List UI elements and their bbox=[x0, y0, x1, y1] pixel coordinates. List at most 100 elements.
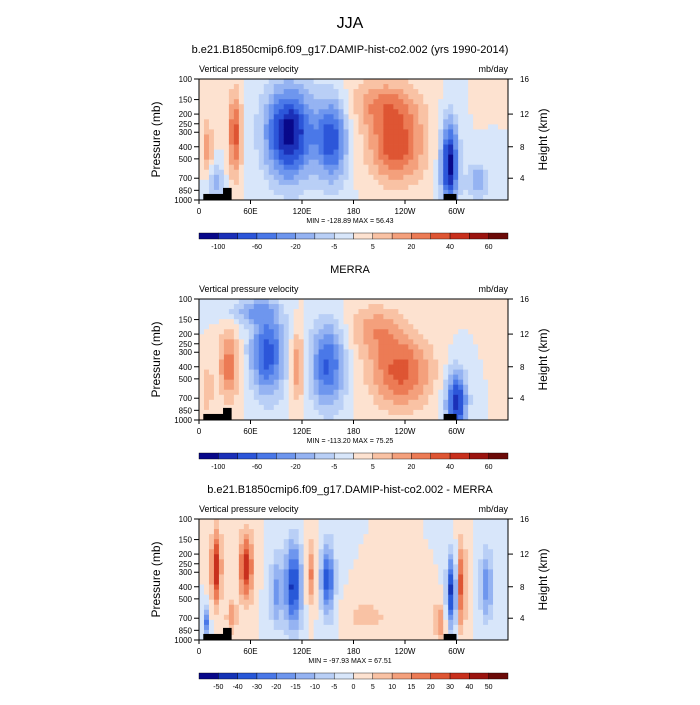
field-cell bbox=[403, 404, 409, 411]
field-cell bbox=[223, 89, 230, 95]
field-cell bbox=[298, 304, 305, 310]
field-cell bbox=[199, 189, 205, 196]
field-cell bbox=[393, 314, 399, 320]
field-cell bbox=[213, 529, 220, 535]
field-cell bbox=[408, 84, 414, 90]
field-cell bbox=[228, 324, 235, 330]
field-cell bbox=[393, 604, 399, 611]
field-cell bbox=[333, 364, 339, 370]
field-cell bbox=[308, 194, 315, 201]
field-cell bbox=[273, 79, 280, 85]
field-cell bbox=[418, 184, 424, 191]
field-cell bbox=[423, 94, 429, 100]
field-cell bbox=[448, 169, 454, 176]
field-cell bbox=[268, 194, 275, 201]
field-cell bbox=[408, 149, 414, 156]
field-cell bbox=[258, 109, 265, 115]
field-cell bbox=[228, 164, 235, 171]
field-cell bbox=[378, 519, 384, 525]
field-cell bbox=[448, 314, 454, 320]
field-cell bbox=[333, 554, 339, 560]
field-cell bbox=[368, 164, 374, 171]
field-cell bbox=[328, 539, 334, 545]
field-cell bbox=[438, 524, 444, 530]
field-cell bbox=[448, 94, 454, 100]
field-cell bbox=[488, 189, 494, 196]
field-cell bbox=[353, 114, 359, 120]
field-cell bbox=[278, 624, 285, 631]
field-cell bbox=[353, 159, 359, 166]
field-cell bbox=[478, 109, 484, 115]
field-cell bbox=[418, 84, 424, 90]
field-cell bbox=[293, 89, 300, 95]
field-cell bbox=[238, 139, 245, 145]
field-cell bbox=[473, 344, 479, 350]
field-cell bbox=[413, 569, 419, 575]
field-cell bbox=[343, 569, 349, 575]
field-cell bbox=[378, 129, 384, 135]
field-cell bbox=[498, 574, 504, 580]
field-cell bbox=[363, 104, 369, 110]
field-cell bbox=[263, 369, 270, 376]
field-cell bbox=[228, 134, 235, 140]
field-cell bbox=[493, 579, 499, 585]
field-cell bbox=[313, 384, 320, 391]
field-cell bbox=[318, 169, 324, 176]
field-cell bbox=[473, 94, 479, 100]
field-cell bbox=[423, 324, 429, 330]
field-cell bbox=[378, 579, 384, 585]
field-cell bbox=[433, 179, 439, 186]
field-cell bbox=[468, 144, 474, 150]
field-cell bbox=[498, 99, 504, 105]
field-cell bbox=[248, 139, 255, 145]
field-cell bbox=[393, 139, 399, 145]
field-cell bbox=[423, 519, 429, 525]
field-cell bbox=[328, 604, 334, 611]
field-cell bbox=[303, 609, 310, 616]
field-cell bbox=[403, 194, 409, 201]
field-cell bbox=[348, 574, 354, 580]
field-cell bbox=[383, 314, 389, 320]
field-cell bbox=[423, 559, 429, 565]
field-cell bbox=[498, 124, 504, 130]
field-cell bbox=[358, 529, 364, 535]
field-cell bbox=[428, 304, 434, 310]
field-cell bbox=[208, 584, 215, 590]
field-cell bbox=[313, 94, 320, 100]
field-cell bbox=[248, 354, 255, 360]
field-cell bbox=[223, 524, 230, 530]
field-cell bbox=[318, 159, 324, 166]
field-cell bbox=[458, 549, 464, 555]
field-cell bbox=[293, 634, 300, 641]
field-cell bbox=[238, 599, 245, 606]
field-cell bbox=[298, 354, 305, 360]
field-cell bbox=[333, 579, 339, 585]
field-cell bbox=[413, 114, 419, 120]
field-cell bbox=[338, 579, 344, 585]
field-cell bbox=[398, 549, 404, 555]
field-cell bbox=[453, 619, 459, 626]
field-cell bbox=[393, 89, 399, 95]
field-cell bbox=[398, 359, 404, 365]
field-cell bbox=[383, 169, 389, 176]
field-cell bbox=[488, 619, 494, 626]
field-cell bbox=[323, 624, 329, 631]
field-cell bbox=[303, 404, 310, 411]
field-cell bbox=[483, 379, 489, 386]
field-cell bbox=[503, 399, 509, 406]
field-cell bbox=[208, 369, 215, 376]
field-cell bbox=[493, 594, 499, 601]
field-cell bbox=[223, 144, 230, 150]
field-cell bbox=[423, 339, 429, 345]
field-cell bbox=[473, 624, 479, 631]
field-cell bbox=[343, 534, 349, 540]
field-cell bbox=[328, 349, 334, 355]
field-cell bbox=[298, 519, 305, 525]
field-cell bbox=[473, 159, 479, 166]
field-cell bbox=[438, 124, 444, 130]
field-cell bbox=[458, 129, 464, 135]
field-cell bbox=[373, 309, 379, 315]
field-cell bbox=[288, 139, 295, 145]
colorbar-swatch bbox=[353, 232, 374, 240]
field-cell bbox=[253, 409, 260, 416]
